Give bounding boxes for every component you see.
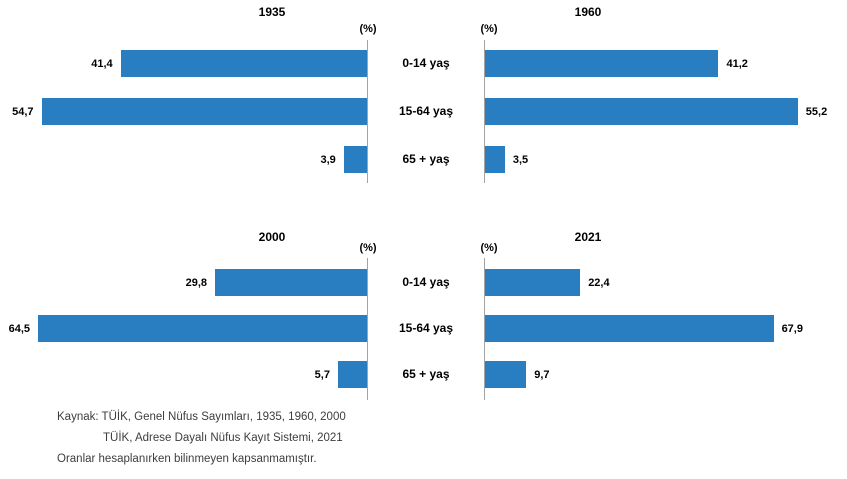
y-axis-line-1960 (484, 40, 485, 183)
value-label: 67,9 (781, 322, 803, 335)
bar-row-65-plus: 9,7 (485, 361, 825, 388)
bar-0-14 (120, 50, 367, 77)
percent-unit-label: (%) (359, 23, 377, 35)
bar-0-14 (485, 269, 581, 296)
category-label-65-plus: 65 + yaş (402, 152, 450, 166)
plot-2000: 29,8 64,5 5,7 (8, 269, 367, 388)
category-label-15-64: 15-64 yaş (398, 104, 454, 118)
bar-15-64 (485, 315, 774, 342)
chart-title-2000: 2000 (258, 230, 286, 244)
bar-row-0-14: 41,2 (485, 50, 825, 77)
bar-15-64 (41, 98, 367, 125)
bar-row-0-14: 41,4 (10, 50, 367, 77)
source-line-3: Oranlar hesaplanırken bilinmeyen kapsanm… (57, 453, 317, 465)
category-label-65-plus: 65 + yaş (402, 367, 450, 381)
y-axis-line-2021 (484, 258, 485, 400)
value-label: 5,7 (314, 368, 330, 381)
bar-row-0-14: 29,8 (10, 269, 367, 296)
bar-row-0-14: 22,4 (485, 269, 825, 296)
percent-unit-label: (%) (359, 242, 377, 254)
bar-15-64 (38, 315, 367, 342)
bar-65-plus (337, 361, 367, 388)
bar-row-65-plus: 3,5 (485, 146, 825, 173)
bar-65-plus (485, 146, 505, 173)
plot-1935: 41,4 54,7 3,9 (10, 50, 367, 173)
chart-title-1960: 1960 (574, 5, 602, 19)
value-label: 41,2 (726, 57, 748, 70)
value-label: 54,7 (12, 105, 34, 118)
bar-row-65-plus: 5,7 (10, 361, 367, 388)
category-label-15-64: 15-64 yaş (398, 321, 454, 335)
bar-row-65-plus: 3,9 (10, 146, 367, 173)
y-axis-line-2000 (367, 258, 368, 400)
category-labels-bottom: 0-14 yaş 15-64 yaş 65 + yaş (368, 269, 484, 407)
value-label: 55,2 (805, 105, 828, 118)
percent-unit-label: (%) (480, 242, 498, 254)
value-label: 64,5 (8, 322, 31, 335)
chart-title-1935: 1935 (258, 5, 286, 19)
bar-15-64 (485, 98, 798, 125)
category-label-0-14: 0-14 yaş (402, 275, 450, 289)
bar-65-plus (485, 361, 527, 388)
bar-65-plus (343, 146, 367, 173)
bar-row-15-64: 64,5 (8, 315, 367, 342)
bar-row-15-64: 54,7 (10, 98, 367, 125)
bar-row-15-64: 67,9 (485, 315, 825, 342)
y-axis-line-1935 (367, 40, 368, 183)
bar-0-14 (215, 269, 367, 296)
value-label: 29,8 (185, 276, 208, 289)
bar-row-15-64: 55,2 (485, 98, 828, 125)
value-label: 3,5 (512, 153, 529, 166)
category-labels-top: 0-14 yaş 15-64 yaş 65 + yaş (368, 50, 484, 194)
category-label-0-14: 0-14 yaş (402, 56, 450, 70)
value-label: 41,4 (91, 57, 113, 70)
plot-1960: 41,2 55,2 3,5 (485, 50, 828, 173)
source-line-1: Kaynak: TÜİK, Genel Nüfus Sayımları, 193… (57, 411, 346, 423)
percent-unit-label: (%) (480, 23, 498, 35)
source-line-2: TÜİK, Adrese Dayalı Nüfus Kayıt Sistemi,… (103, 432, 343, 444)
value-label: 3,9 (320, 153, 336, 166)
value-label: 9,7 (534, 368, 550, 381)
plot-2021: 22,4 67,9 9,7 (485, 269, 825, 388)
bar-0-14 (485, 50, 719, 77)
source-note: Kaynak: TÜİK, Genel Nüfus Sayımları, 193… (57, 407, 346, 470)
chart-title-2021: 2021 (574, 230, 602, 244)
value-label: 22,4 (588, 276, 610, 289)
